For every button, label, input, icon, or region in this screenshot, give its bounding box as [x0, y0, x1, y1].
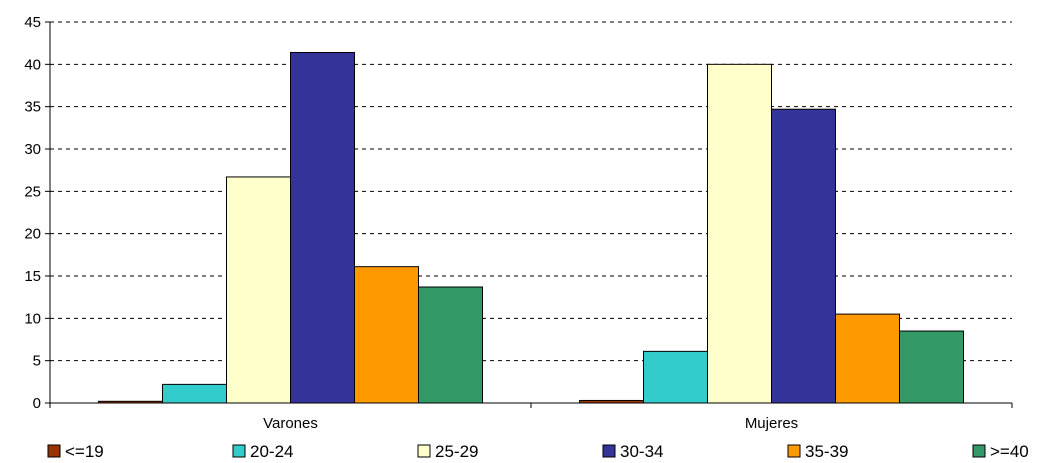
legend: <=19 20-24 25-29 30-34 35-39 >=40: [47, 442, 1029, 461]
legend-label: 30-34: [620, 442, 663, 461]
legend-swatch: [787, 444, 801, 458]
x-tick-label: Mujeres: [745, 415, 798, 432]
y-tick-label: 10: [24, 310, 41, 327]
legend-label: 35-39: [805, 442, 848, 461]
legend-swatch: [417, 444, 431, 458]
y-tick-label: 35: [24, 99, 41, 116]
bar-20-24-Varones: [162, 383, 227, 404]
bar->=40-Varones: [418, 286, 483, 404]
legend-swatch: [232, 444, 246, 458]
y-tick-label: 0: [33, 395, 41, 412]
bar-35-39-Mujeres: [835, 313, 900, 404]
bar-20-24-Mujeres: [643, 350, 708, 404]
x-axis-ticks: Varones Mujeres: [49, 403, 1013, 432]
legend-swatch: [47, 444, 61, 458]
legend-swatch: [972, 444, 986, 458]
bar-30-34-Mujeres: [771, 108, 836, 404]
legend-label: 20-24: [250, 442, 293, 461]
legend-label: <=19: [65, 442, 104, 461]
bar->=40-Mujeres: [899, 330, 964, 404]
y-tick-label: 15: [24, 268, 41, 285]
bar-25-29-Varones: [226, 176, 291, 404]
gridlines: [50, 21, 1012, 362]
y-tick-label: 40: [24, 56, 41, 73]
bar-35-39-Varones: [354, 266, 419, 404]
y-tick-label: 30: [24, 141, 41, 158]
bar-30-34-Varones: [290, 51, 355, 404]
y-tick-label: 45: [24, 14, 41, 31]
y-tick-label: 5: [33, 353, 41, 370]
legend-swatch: [602, 444, 616, 458]
y-axis-ticks: 0 5 10 15 20 25 30 35 40 45: [24, 14, 50, 412]
y-tick-label: 20: [24, 226, 41, 243]
legend-label: 25-29: [435, 442, 478, 461]
y-tick-label: 25: [24, 183, 41, 200]
x-tick-label: Varones: [263, 415, 318, 432]
bar-25-29-Mujeres: [707, 63, 772, 404]
bars: [98, 51, 964, 404]
legend-label: >=40: [990, 442, 1029, 461]
